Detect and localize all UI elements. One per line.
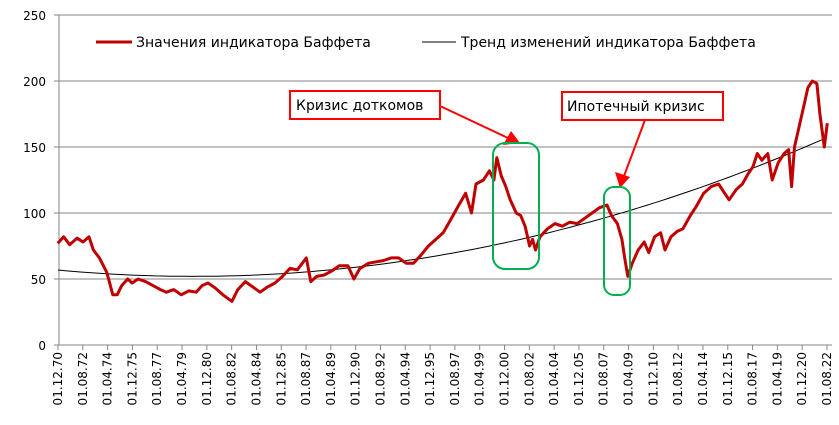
x-tick-label: 01.12.85	[274, 352, 288, 405]
y-tick-label: 100	[23, 207, 46, 221]
x-tick-label: 01.12.10	[646, 352, 660, 405]
y-tick-label: 50	[31, 273, 46, 287]
legend-label-indicator: Значения индикатора Баффета	[136, 35, 371, 51]
highlight-mortgage	[603, 186, 631, 296]
x-tick-label: 01.12.15	[721, 352, 735, 405]
x-tick-label: 01.08.97	[448, 352, 462, 405]
x-tick-label: 01.04.84	[249, 352, 263, 405]
y-tick-label: 200	[23, 75, 46, 89]
x-tick-label: 01.08.02	[522, 352, 536, 405]
annotation-arrow-dotcom	[439, 105, 509, 139]
x-tick-label: 01.04.74	[101, 352, 115, 405]
x-axis-ticks: 01.12.70 01.08.72 01.04.74 01.12.75 01.08.77…	[51, 345, 834, 405]
annotation-box-dotcom	[289, 90, 441, 120]
y-tick-label: 0	[38, 339, 46, 353]
x-tick-label: 01.04.94	[398, 352, 412, 405]
annotation-mortgage: Ипотечный кризис	[561, 91, 724, 296]
x-tick-label: 01.12.95	[423, 352, 437, 405]
arrowhead-mortgage	[615, 172, 630, 188]
annotation-box-mortgage	[561, 91, 724, 121]
indicator-series-line	[56, 79, 829, 303]
x-tick-label: 01.04.04	[547, 352, 561, 405]
x-tick-label: 01.12.90	[349, 352, 363, 405]
x-tick-label: 01.12.00	[498, 352, 512, 405]
annotation-dotcom: Кризис доткомов	[289, 90, 540, 270]
annotation-label-mortgage: Ипотечный кризис	[567, 99, 705, 115]
legend-label-trend: Тренд изменений индикатора Баффета	[460, 35, 756, 51]
trend-line	[57, 138, 825, 277]
x-tick-label: 01.12.05	[572, 352, 586, 405]
x-tick-label: 01.08.12	[671, 352, 685, 405]
x-tick-label: 01.04.99	[473, 352, 487, 405]
x-tick-label: 01.08.77	[150, 352, 164, 405]
x-tick-label: 01.04.79	[175, 352, 189, 405]
x-tick-label: 01.04.89	[324, 352, 338, 405]
x-tick-label: 01.12.20	[795, 352, 809, 405]
y-tick-label: 150	[23, 141, 46, 155]
x-tick-label: 01.08.72	[76, 352, 90, 405]
annotation-arrow-mortgage	[623, 119, 646, 177]
x-tick-label: 01.04.19	[770, 352, 784, 405]
annotation-label-dotcom: Кризис доткомов	[296, 98, 423, 114]
x-tick-label: 01.12.80	[200, 352, 214, 405]
legend: Значения индикатора Баффета Тренд измене…	[96, 35, 756, 51]
x-tick-label: 01.08.87	[299, 352, 313, 405]
x-tick-label: 01.08.17	[746, 352, 760, 405]
y-axis-ticks: 0 50 100 150 200 250	[23, 9, 59, 353]
x-tick-label: 01.12.70	[51, 352, 65, 405]
x-tick-label: 01.12.75	[125, 352, 139, 405]
x-tick-label: 01.04.09	[622, 352, 636, 405]
x-tick-label: 01.08.07	[597, 352, 611, 405]
arrowhead-dotcom	[503, 131, 520, 145]
x-tick-label: 01.08.22	[820, 352, 834, 405]
x-tick-label: 01.08.82	[225, 352, 239, 405]
y-tick-label: 250	[23, 9, 46, 23]
gridlines	[59, 14, 832, 280]
x-tick-label: 01.04.14	[696, 352, 710, 405]
highlight-dotcom	[492, 142, 540, 270]
x-tick-label: 01.08.92	[373, 352, 387, 405]
